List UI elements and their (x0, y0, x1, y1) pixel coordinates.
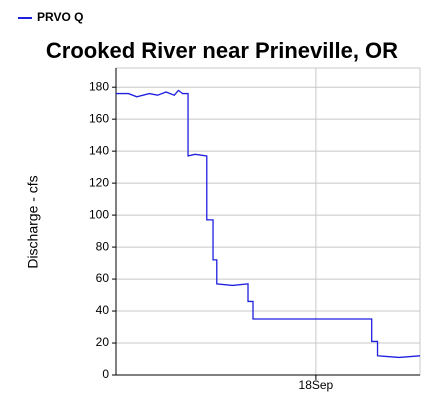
plot-area (115, 67, 421, 376)
y-tick-label: 120 (89, 175, 109, 189)
y-tick-label: 40 (96, 303, 110, 317)
y-tick-label: 160 (89, 111, 109, 125)
y-tick-label: 60 (96, 271, 110, 285)
data-line (116, 89, 421, 359)
x-tick-label: 18Sep (299, 378, 334, 392)
y-tick-label: 180 (89, 79, 109, 93)
chart-title: Crooked River near Prineville, OR (46, 38, 398, 63)
y-tick-label: 140 (89, 143, 109, 157)
y-tick-label: 20 (96, 335, 110, 349)
y-tick-label: 80 (96, 239, 110, 253)
legend-label: PRVO Q (37, 10, 83, 24)
y-tick-label: 100 (89, 207, 109, 221)
y-tick-label: 0 (102, 367, 109, 381)
y-axis-label: Discharge - cfs (25, 175, 41, 268)
